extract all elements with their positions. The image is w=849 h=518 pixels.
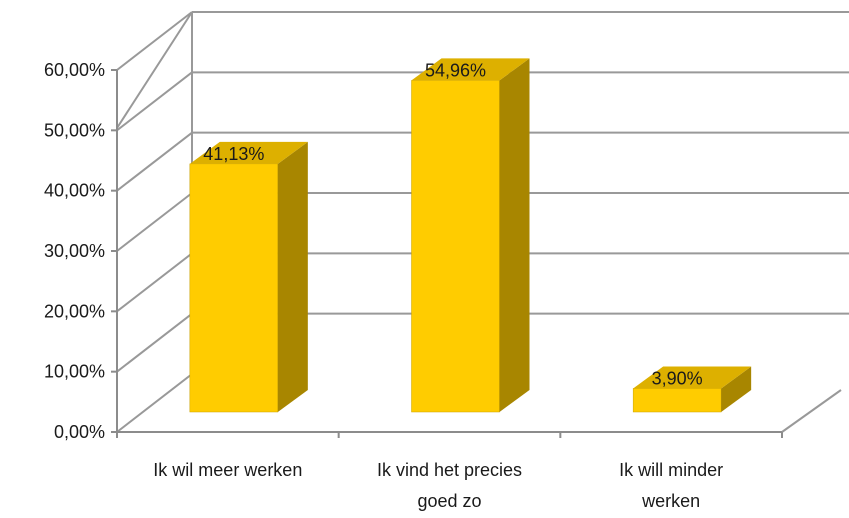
side-wall-gridline [116, 373, 193, 433]
side-wall-gridline [116, 252, 193, 313]
wall-top-diagonal [116, 11, 193, 129]
bar-front [411, 80, 500, 413]
bar-top [189, 141, 308, 164]
bar-top [411, 58, 530, 81]
category-label: werken [641, 491, 700, 511]
bars [189, 58, 752, 413]
bar-side [499, 58, 530, 413]
bar [411, 58, 530, 413]
bar-front [189, 163, 279, 413]
side-wall-gridline [116, 131, 193, 192]
y-tick-label: 50,00% [44, 120, 105, 140]
bar-side [721, 366, 752, 412]
bar-side [277, 141, 308, 412]
y-tick-label: 60,00% [44, 60, 105, 80]
y-tick-label: 20,00% [44, 301, 105, 321]
data-label: 41,13% [203, 144, 264, 164]
side-wall-gridline [116, 11, 193, 71]
y-tick-label: 40,00% [44, 181, 105, 201]
side-wall-gridline [116, 71, 193, 132]
bar-front [632, 388, 722, 413]
category-label: Ik vind het precies [377, 460, 522, 480]
y-tick-label: 30,00% [44, 241, 105, 261]
bar [632, 366, 752, 413]
category-label: goed zo [417, 491, 481, 511]
side-wall-gridline [116, 192, 193, 252]
bar-top [633, 366, 752, 389]
y-tick-label: 0,00% [54, 422, 105, 442]
y-tick-label: 10,00% [44, 362, 105, 382]
side-wall-gridline [116, 312, 193, 373]
category-label: Ik wil meer werken [153, 460, 302, 480]
floor-right-edge [781, 389, 842, 433]
y-axis-ticks: 0,00% 10,00% 20,00% 30,00% 40,00% 50,00% 60,00… [44, 60, 117, 442]
category-labels: Ik wil meer werken Ik vind het precies goe… [153, 460, 723, 511]
data-label: 54,96% [425, 60, 486, 80]
data-labels: 41,13% 54,96% 3,90% [203, 60, 702, 388]
bar [189, 141, 308, 413]
category-label: Ik will minder [619, 460, 723, 480]
data-label: 3,90% [652, 368, 703, 388]
